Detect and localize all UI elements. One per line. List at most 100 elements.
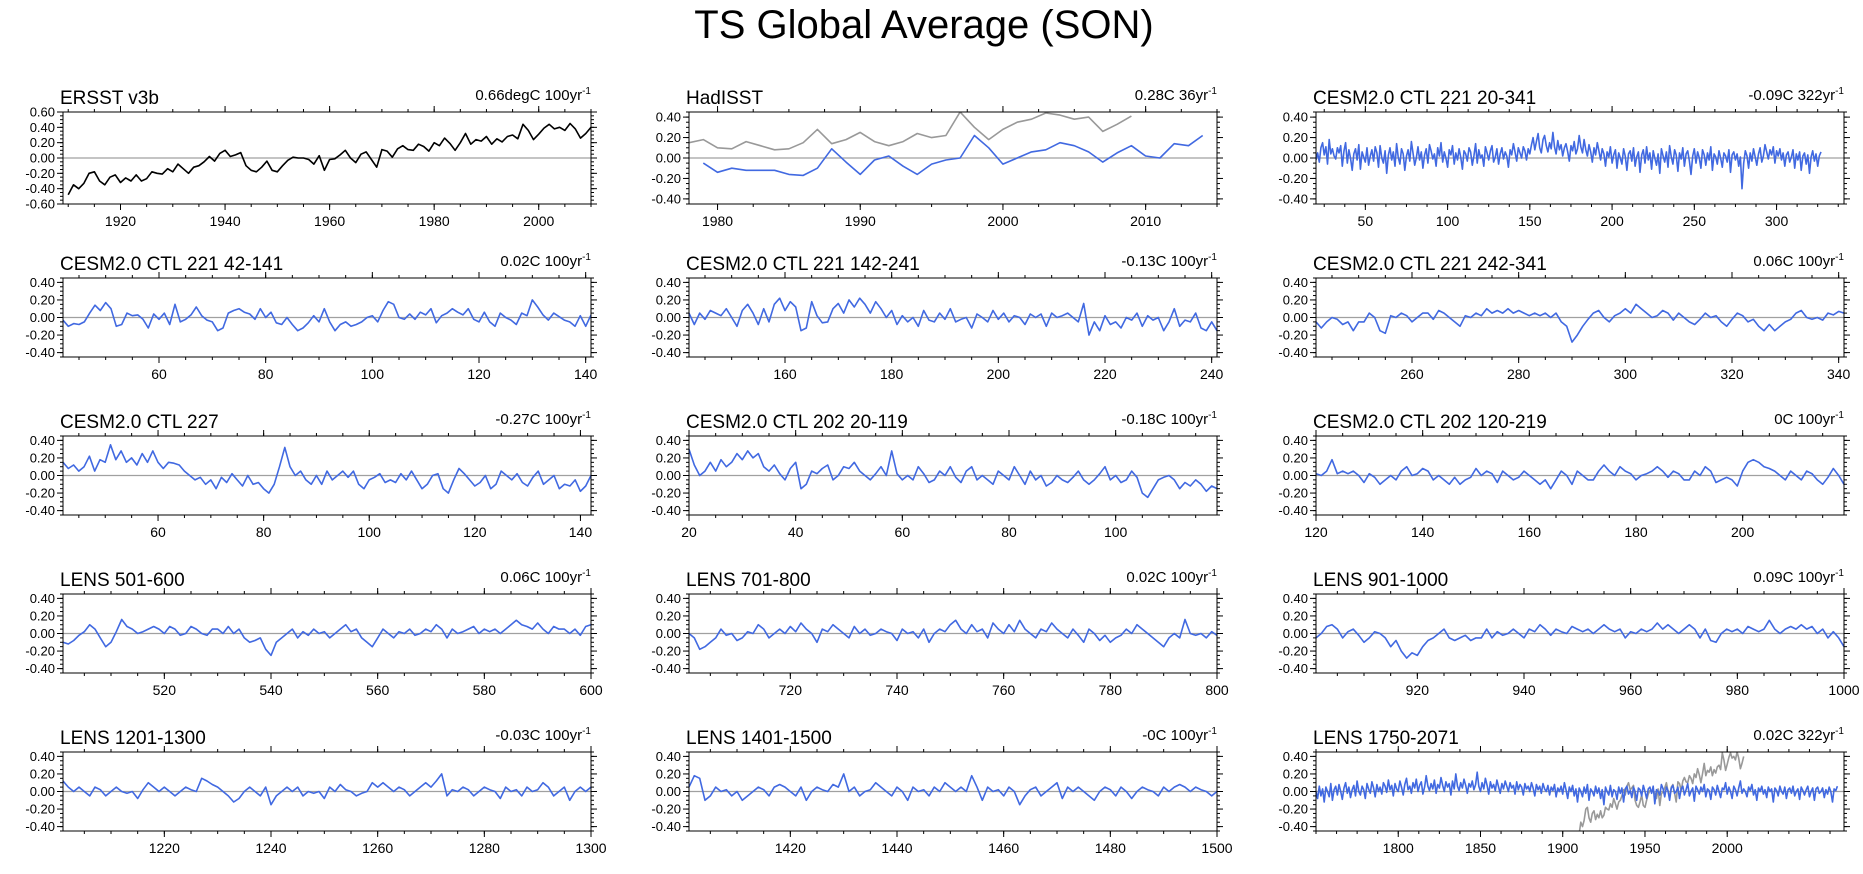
chart-panel: LENS 901-1000 0.09C 100yr-1 -0.40 -0.20 0.00… [1278, 568, 1859, 698]
x-tick-label: 2000 [987, 213, 1018, 229]
series-line [689, 618, 1217, 651]
x-tick-label: 1480 [1095, 840, 1126, 856]
x-tick-label: 920 [1406, 682, 1430, 698]
trend-exponent: -1 [582, 410, 591, 421]
chart-panel: LENS 501-600 0.06C 100yr-1 -0.40 -0.20 0.00 0… [25, 568, 603, 698]
chart-panel: LENS 1401-1500 -0C 100yr-1 -0.40 -0.20 0.00 0… [651, 726, 1232, 856]
trend-exponent: -1 [1208, 252, 1217, 263]
y-tick-label: 0.40 [30, 749, 55, 764]
y-tick-label: 0.40 [30, 275, 55, 290]
trend-value: 0.02C 100yr [1126, 569, 1208, 586]
x-tick-label: 80 [256, 524, 272, 540]
y-tick-label: 0.40 [656, 749, 681, 764]
series-line [689, 448, 1217, 499]
x-tick-label: 120 [467, 366, 491, 382]
y-tick-label: 0.20 [656, 130, 681, 145]
trend-value: -0.13C 100yr [1121, 253, 1208, 270]
x-tick-label: 120 [1304, 524, 1328, 540]
y-tick-label: 0.40 [1283, 749, 1308, 764]
y-tick-label: -0.40 [651, 345, 681, 360]
y-tick-label: 0.20 [1283, 450, 1308, 465]
x-tick-label: 1850 [1465, 840, 1496, 856]
y-tick-label: -0.20 [1278, 328, 1308, 343]
y-tick-label: -0.40 [25, 661, 55, 676]
y-tick-label: -0.20 [25, 644, 55, 659]
trend-exponent: -1 [582, 86, 591, 97]
x-tick-label: 1240 [255, 840, 286, 856]
series-line [1316, 303, 1844, 343]
panel-title: CESM2.0 CTL 221 42-141 [60, 254, 283, 275]
y-tick-label: 0.00 [1283, 468, 1308, 483]
x-tick-label: 140 [569, 524, 593, 540]
chart-panel: LENS 701-800 0.02C 100yr-1 -0.40 -0.20 0.00 0… [651, 568, 1229, 698]
y-tick-label: 0.00 [1283, 626, 1308, 641]
x-tick-label: 340 [1827, 366, 1851, 382]
trend-value: -0.03C 100yr [495, 727, 582, 744]
trend-exponent: -1 [1208, 410, 1217, 421]
trend-value: 0.66degC 100yr [475, 87, 582, 104]
x-tick-label: 520 [153, 682, 177, 698]
x-tick-label: 140 [1411, 524, 1435, 540]
trend-value: 0.02C 322yr [1753, 727, 1835, 744]
x-tick-label: 40 [788, 524, 804, 540]
y-tick-label: 0.40 [1283, 591, 1308, 606]
trend-exponent: -1 [1835, 252, 1844, 263]
y-tick-label: 0.00 [656, 626, 681, 641]
x-tick-label: 320 [1720, 366, 1744, 382]
y-tick-label: 0.40 [656, 275, 681, 290]
x-tick-label: 560 [366, 682, 390, 698]
trend-exponent: -1 [582, 252, 591, 263]
trend-exponent: -1 [1208, 86, 1217, 97]
y-tick-label: 0.60 [30, 105, 55, 120]
panel-trend-label: 0.06C 100yr-1 [500, 568, 591, 586]
panel-title: LENS 1750-2071 [1313, 728, 1459, 749]
y-tick-label: 0.20 [1283, 130, 1308, 145]
x-tick-label: 80 [1001, 524, 1017, 540]
x-tick-label: 2010 [1130, 213, 1161, 229]
y-tick-label: 0.20 [30, 450, 55, 465]
series-line [1316, 619, 1844, 659]
y-tick-label: 0.00 [656, 784, 681, 799]
x-tick-label: 1800 [1383, 840, 1414, 856]
y-tick-label: 0.00 [30, 468, 55, 483]
y-tick-label: 0.40 [656, 433, 681, 448]
chart-panel: HadISST 0.28C 36yr-1 -0.40 -0.20 0.00 0.20 0.4… [651, 86, 1223, 229]
chart-panel: CESM2.0 CTL 202 20-119 -0.18C 100yr-1 -0.4… [651, 410, 1223, 540]
y-tick-label: -0.20 [1278, 171, 1308, 186]
x-tick-label: 1980 [702, 213, 733, 229]
x-tick-label: 50 [1358, 213, 1374, 229]
y-tick-label: 0.40 [1283, 275, 1308, 290]
panel-title: CESM2.0 CTL 221 242-341 [1313, 254, 1547, 275]
series-line [689, 112, 1132, 151]
x-tick-label: 1460 [988, 840, 1019, 856]
x-tick-label: 80 [258, 366, 274, 382]
panel-trend-label: -0.27C 100yr-1 [495, 410, 591, 428]
x-tick-label: 180 [1624, 524, 1648, 540]
chart-panel: CESM2.0 CTL 227 -0.27C 100yr-1 -0.40 -0.20 0… [25, 410, 597, 540]
trend-exponent: -1 [582, 726, 591, 737]
y-tick-label: 0.20 [30, 135, 55, 150]
trend-exponent: -1 [1208, 568, 1217, 579]
y-tick-label: -0.20 [1278, 644, 1308, 659]
x-tick-label: 2000 [523, 213, 554, 229]
y-tick-label: 0.20 [30, 292, 55, 307]
panel-trend-label: 0.09C 100yr-1 [1753, 568, 1844, 586]
panels-grid: ERSST v3b 0.66degC 100yr-1-0.60-0.40-0.20… [25, 86, 1859, 856]
x-tick-label: 1420 [775, 840, 806, 856]
y-tick-label: 0.00 [30, 310, 55, 325]
y-tick-label: 0.20 [30, 766, 55, 781]
y-tick-label: -0.60 [25, 197, 55, 212]
panel-trend-label: -0.03C 100yr-1 [495, 726, 591, 744]
y-tick-label: 0.20 [30, 608, 55, 623]
y-tick-label: -0.20 [651, 171, 681, 186]
chart-panel: ERSST v3b 0.66degC 100yr-1 -0.60-0.40-0.20… [25, 86, 597, 229]
y-tick-label: -0.40 [25, 345, 55, 360]
trend-value: 0.28C 36yr [1135, 87, 1208, 104]
series-line [1316, 131, 1822, 190]
y-tick-label: -0.40 [651, 503, 681, 518]
panel-trend-label: 0.02C 322yr-1 [1753, 726, 1844, 744]
y-tick-label: -0.20 [1278, 802, 1308, 817]
series-line [63, 618, 591, 657]
panel-title: LENS 1201-1300 [60, 728, 206, 749]
y-tick-label: -0.20 [651, 644, 681, 659]
